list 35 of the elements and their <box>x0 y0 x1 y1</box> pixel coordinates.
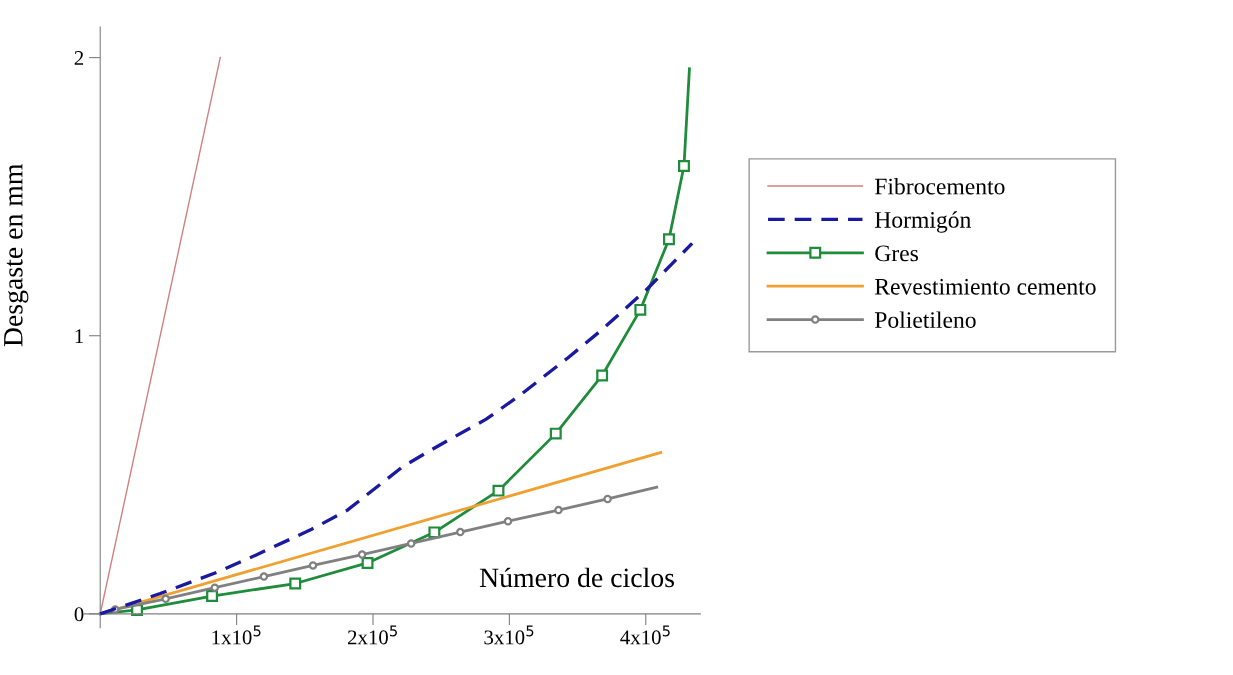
legend-label: Fibrocemento <box>874 177 1005 195</box>
y-tick-label: 2 <box>74 51 84 65</box>
x-axis-title: Número de ciclos <box>479 567 674 588</box>
y-axis-title: Desgaste en mm <box>4 163 29 347</box>
x-tick-label: 4x10$^{5}$ <box>620 625 670 645</box>
point <box>289 577 302 590</box>
x-tick-label: 3x10$^{5}$ <box>484 625 534 645</box>
point <box>308 561 318 570</box>
point <box>492 484 505 497</box>
y-tick-label: 0 <box>74 607 84 622</box>
point <box>663 233 675 246</box>
x-tick-label: 2x10$^{5}$ <box>347 625 397 645</box>
point <box>603 494 612 504</box>
point <box>456 527 465 537</box>
x-tick-label: 1x10$^{5}$ <box>212 625 261 645</box>
point <box>259 572 269 581</box>
point <box>210 583 220 592</box>
point <box>554 505 563 515</box>
point <box>406 539 416 548</box>
y-tick-label: 1 <box>75 329 83 343</box>
legend-label: Hormigón <box>874 211 971 233</box>
point <box>503 516 513 526</box>
point <box>678 160 690 173</box>
point <box>634 303 647 316</box>
point <box>361 556 374 569</box>
line-series <box>98 241 694 616</box>
point <box>428 526 441 539</box>
point <box>206 590 219 603</box>
legend-label: Revestimiento cemento <box>874 278 1096 295</box>
point <box>357 550 367 559</box>
legend-label: Polietileno <box>874 311 976 329</box>
legend-label: Gres <box>875 245 919 262</box>
point <box>549 427 562 440</box>
point <box>596 369 609 382</box>
point <box>161 594 170 604</box>
